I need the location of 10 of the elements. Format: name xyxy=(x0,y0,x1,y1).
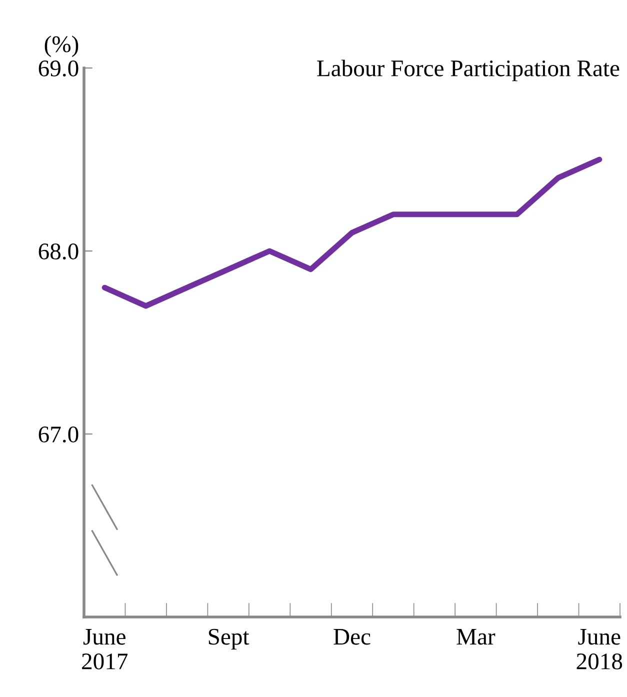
x-tick-label: Mar xyxy=(456,629,496,645)
x-tick-label: Sept xyxy=(208,628,250,650)
x-tick-label: June 2017 xyxy=(82,629,128,670)
y-tick-label: 68.0 xyxy=(38,243,78,260)
x-tick-label: June 2018 xyxy=(576,629,622,670)
chart-title: Labour Force Participation Rate xyxy=(317,60,620,82)
x-tick-label: Dec xyxy=(334,629,370,645)
y-tick-label: 69.0 xyxy=(38,60,78,77)
y-tick-label: 67.0 xyxy=(38,426,78,443)
y-axis-title: (%) xyxy=(44,36,78,58)
